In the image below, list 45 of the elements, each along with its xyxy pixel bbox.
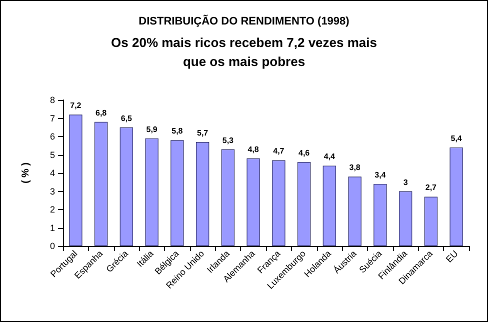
bar <box>297 162 311 246</box>
chart-title: DISTRIBUIÇÃO DO RENDIMENTO (1998) <box>138 14 350 28</box>
y-tick-label: 2 <box>50 204 55 214</box>
y-tick-label: 1 <box>50 222 55 233</box>
chart-subtitle: Os 20% mais ricos recebem 7,2 vezes mais que os mais pobres <box>111 35 377 69</box>
y-tick-label: 8 <box>50 95 55 105</box>
data-label: 5,8 <box>172 126 184 136</box>
y-tick-label: 4 <box>50 168 55 178</box>
data-label: 4,4 <box>324 152 336 162</box>
data-label: 3 <box>403 178 408 187</box>
y-tick-label: 3 <box>50 186 55 196</box>
bar <box>246 158 260 246</box>
data-label: 3,8 <box>349 163 361 172</box>
data-label: 2,7 <box>425 183 438 192</box>
y-tick-label: 7 <box>50 113 55 124</box>
data-label: 6,8 <box>96 108 108 118</box>
bar <box>94 122 108 246</box>
data-label: 4,6 <box>298 148 310 158</box>
y-tick-label: 0 <box>50 241 55 251</box>
y-tick-label: 5 <box>50 150 55 160</box>
bar <box>374 184 387 246</box>
bar <box>424 196 438 246</box>
bar <box>450 147 463 246</box>
bar <box>322 166 336 246</box>
bar <box>398 191 412 246</box>
bar <box>348 176 362 246</box>
data-label: 6,5 <box>120 114 133 123</box>
bar <box>145 138 158 246</box>
data-label: 7,2 <box>70 101 82 110</box>
bar <box>221 149 235 246</box>
data-label: 4,7 <box>273 146 285 156</box>
bar <box>272 160 286 246</box>
bar <box>120 127 134 246</box>
data-label: 5,7 <box>197 128 209 138</box>
bar <box>170 140 184 246</box>
bar <box>69 114 82 246</box>
x-tick-label: EU <box>444 248 460 264</box>
y-tick-label: 6 <box>50 132 55 142</box>
data-label: 3,4 <box>374 170 386 180</box>
data-label: 5,3 <box>222 136 234 145</box>
data-label: 5,9 <box>146 124 158 134</box>
bar <box>196 142 210 246</box>
y-axis-title: ( % ) <box>20 162 32 184</box>
data-label: 4,8 <box>248 144 260 154</box>
data-label: 5,4 <box>450 134 462 143</box>
